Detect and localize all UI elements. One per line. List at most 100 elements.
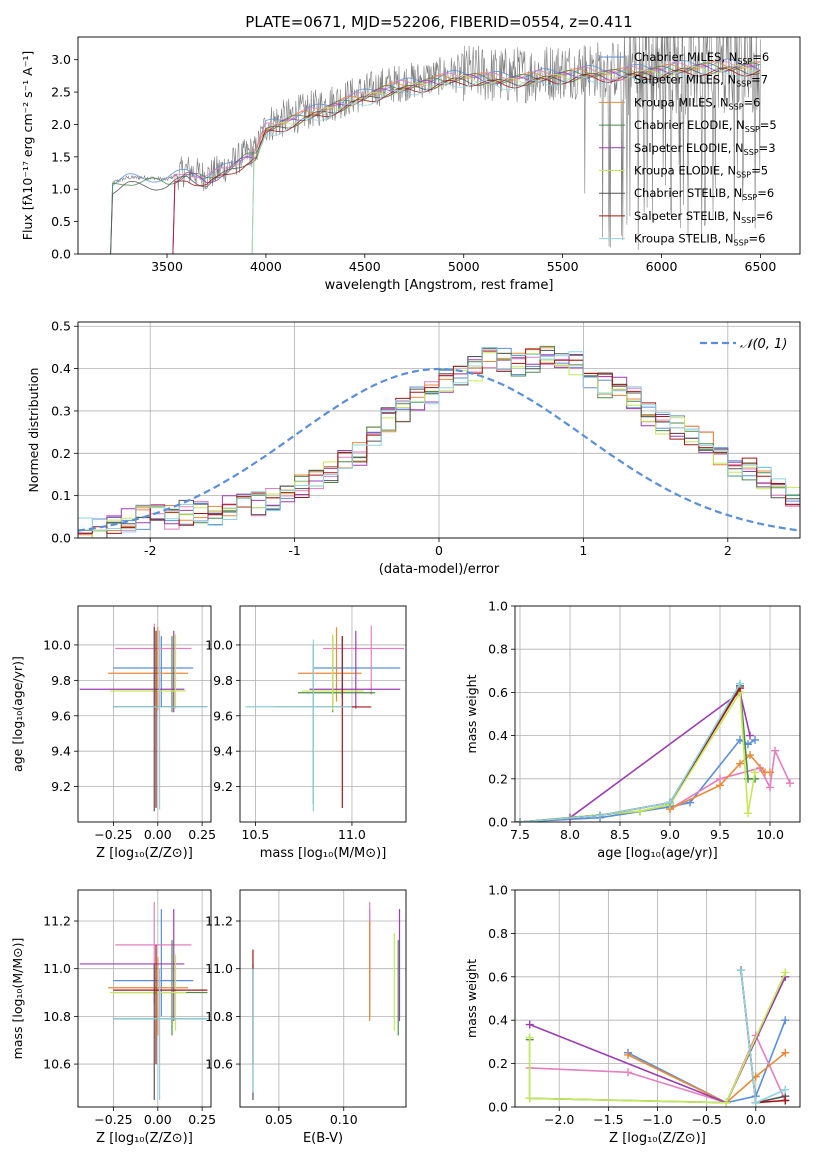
legend-ssp-subscript: SSP [741, 216, 756, 225]
residuals-xtick-label: -2 [144, 543, 156, 558]
legend-entry: Chabrier ELODIE, NSSP=5 [634, 118, 777, 134]
age-vs-Z-ytick-label: 9.8 [51, 673, 71, 688]
mass-weight-vs-Z-ytick-label: 0.2 [488, 1056, 508, 1071]
mass-vs-Z-panel: −0.25 0.00 0.25 10.6 10.8 11.0 11.2 Z [log₁₀(Z/… [10, 889, 216, 1146]
mass-vs-EBV-ytick-label: 11.2 [205, 914, 233, 929]
residuals-xtick-label: 1 [579, 543, 587, 558]
mass-weight-vs-age-xtick-label: 8.5 [610, 827, 630, 842]
mass-weight-vs-Z-ytick-label: 0.0 [488, 1100, 508, 1115]
spectrum-ytick-label: 2.5 [51, 85, 71, 100]
legend-nssp: =5 [751, 164, 768, 178]
mass-weight-vs-Z-ytick-label: 0.4 [488, 1013, 508, 1028]
residuals-ylabel: Normed distribution [26, 368, 41, 493]
mass-weight-marker [666, 798, 674, 807]
residuals-ytick-label: 0.1 [51, 488, 71, 503]
age-vs-Z-ylabel: age [log₁₀(age/yr)] [10, 656, 25, 772]
legend-label: Chabrier STELIB, N [634, 186, 742, 200]
spectrum-ytick-label: 1.0 [51, 182, 71, 197]
mass-vs-Z-xtick-label: 0.00 [144, 1112, 172, 1127]
mass-weight-vs-Z-xtick-label: −0.5 [691, 1112, 721, 1127]
residuals-plot-area [78, 322, 800, 538]
spectrum-plot-area [110, 37, 761, 254]
mass-weight-marker [766, 768, 774, 777]
mass-vs-EBV-panel: 0.05 0.10 10.6 10.8 11.0 11.2 E(B-V) [205, 889, 407, 1146]
mass-weight-line [528, 972, 787, 1104]
spectrum-xtick-label: 6000 [646, 259, 678, 274]
legend-label: Kroupa STELIB, N [634, 232, 734, 246]
mass-weight-marker [722, 1098, 731, 1107]
mass-weight-vs-age-panel: 7.5 8.0 8.5 9.0 9.5 10.0 0.0 0.2 0.4 0.6 0.8 1.0 age… [464, 599, 801, 861]
age-vs-mass-ytick-label: 9.8 [213, 673, 233, 688]
legend-nssp: =3 [759, 141, 776, 155]
mass-weight-marker [596, 811, 604, 820]
mass-weight-vs-age-ytick-label: 0.0 [488, 815, 508, 830]
mass-weight-marker [716, 781, 724, 790]
mass-weight-marker [525, 1094, 534, 1103]
mass-weight-line [627, 1052, 786, 1104]
age-vs-mass-xlabel: mass [log₁₀(M/M⊙)] [260, 846, 387, 861]
mass-vs-EBV-ytick-label: 10.8 [205, 1009, 233, 1024]
normal-distribution-curve [78, 367, 800, 532]
legend-normal-label: 𝒩(0, 1) [740, 337, 787, 352]
age-vs-Z-ytick-label: 9.2 [51, 779, 71, 794]
model-spectrum-line [110, 62, 760, 254]
mass-weight-vs-age-plot-area [515, 606, 800, 822]
mass-weight-vs-Z-xtick-label: 0.0 [746, 1112, 766, 1127]
mass-weight-vs-age-xtick-label: 8.0 [560, 827, 580, 842]
legend-ssp-subscript: SSP [734, 239, 749, 248]
mass-weight-vs-age-ytick-label: 0.2 [488, 771, 508, 786]
mass-weight-marker [751, 735, 759, 744]
mass-vs-Z-xlabel: Z [log₁₀(Z/Z⊙)] [96, 1131, 193, 1146]
age-vs-Z-xtick-label: −0.25 [94, 827, 132, 842]
age-vs-Z-panel: −0.25 0.00 0.25 9.2 9.4 9.6 9.8 10.0 Z [log₁₀(Z/… [10, 605, 216, 861]
mass-weight-marker [781, 1096, 790, 1105]
mass-weight-marker [744, 809, 752, 818]
age-vs-Z-frame [77, 605, 212, 823]
legend-entry: Kroupa ELODIE, NSSP=5 [634, 164, 768, 180]
legend-nssp: =5 [760, 118, 777, 132]
legend-nssp: =6 [756, 209, 773, 223]
mass-weight-vs-age-xtick-label: 10.0 [756, 827, 784, 842]
mass-vs-Z-ytick-label: 10.6 [43, 1057, 71, 1072]
residuals-ytick-label: 0.0 [51, 531, 71, 546]
legend-entry: Kroupa STELIB, NSSP=6 [634, 232, 765, 248]
mass-weight-marker [525, 1033, 534, 1042]
mass-weight-vs-Z-panel: −2.0 −1.5 −1.0 −0.5 0.0 0.0 0.2 0.4 0.6 0.8 1.0 Z [… [464, 883, 801, 1146]
mass-weight-vs-Z-plot-area [515, 890, 800, 1107]
spectrum-frame [77, 36, 801, 255]
mass-weight-line [669, 747, 791, 810]
age-vs-mass-xtick-label: 11.0 [338, 827, 366, 842]
legend-entry: Salpeter ELODIE, NSSP=3 [634, 141, 776, 157]
legend-label: Salpeter MILES, N [634, 73, 736, 87]
legend-entry: Salpeter STELIB, NSSP=6 [634, 209, 773, 225]
mass-weight-vs-Z-xtick-label: −2.0 [544, 1112, 574, 1127]
age-vs-mass-ytick-label: 9.2 [213, 779, 233, 794]
mass-weight-marker [736, 759, 744, 768]
legend-nssp: =6 [749, 232, 766, 246]
mass-weight-vs-Z-ytick-label: 1.0 [488, 883, 508, 898]
legend-label: Chabrier ELODIE, N [634, 118, 745, 132]
spectrum-xtick-label: 5000 [448, 259, 480, 274]
spectrum-ytick-label: 2.0 [51, 117, 71, 132]
age-vs-mass-frame [239, 605, 407, 823]
mass-weight-marker [781, 968, 790, 977]
age-vs-Z-ytick-label: 10.0 [43, 637, 71, 652]
mass-weight-vs-Z-ylabel: mass weight [464, 959, 479, 1038]
spectrum-xtick-label: 5500 [547, 259, 579, 274]
residuals-ytick-label: 0.2 [51, 446, 71, 461]
mass-vs-Z-xtick-label: −0.25 [94, 1112, 132, 1127]
mass-vs-EBV-xtick-label: 0.05 [265, 1112, 293, 1127]
spectrum-ylabel: Flux [fλ10⁻¹⁷ erg cm⁻² s⁻¹ A⁻¹] [20, 51, 35, 240]
mass-vs-EBV-xtick-label: 0.10 [330, 1112, 358, 1127]
mass-weight-vs-Z-xtick-label: −1.0 [642, 1112, 672, 1127]
spectrum-xtick-label: 6500 [745, 259, 777, 274]
legend-entry: Salpeter MILES, NSSP=7 [634, 73, 768, 89]
mass-vs-Z-plot-area [78, 890, 211, 1107]
spectrum-ytick-label: 1.5 [51, 149, 71, 164]
legend-label: Chabrier MILES, N [634, 50, 737, 64]
mass-vs-Z-xtick-label: 0.25 [188, 1112, 216, 1127]
mass-vs-EBV-frame [239, 889, 407, 1108]
spectrum-ytick-label: 0.5 [51, 214, 71, 229]
age-vs-Z-xtick-label: 0.00 [144, 827, 172, 842]
